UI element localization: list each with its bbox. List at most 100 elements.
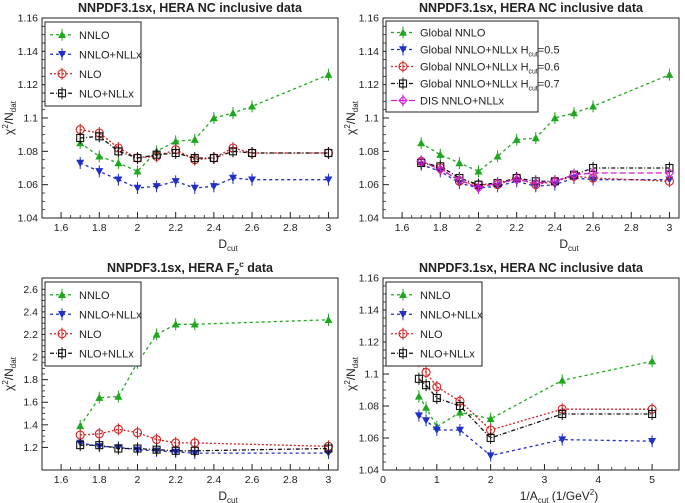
x-tick-label: 2.8 [624, 222, 639, 234]
data-point [422, 403, 431, 411]
legend-label: NLO [79, 329, 102, 341]
legend: NNLO NNLO+NLLx NLO NLO+NLLx [385, 281, 483, 367]
data-point [454, 174, 465, 185]
data-point [248, 148, 257, 158]
data-point [417, 139, 426, 147]
legend-label: Global NNLO [420, 28, 486, 40]
y-tick-label: 1.14 [18, 46, 39, 58]
x-axis-label: 1/Acut (1/GeV2) [520, 488, 599, 503]
y-tick-label: 1.16 [18, 13, 39, 25]
series-nnlo [76, 313, 333, 432]
chart-title: NNPDF3.1sx, HERA NC inclusive data [78, 1, 303, 15]
x-tick-label: 2.6 [586, 222, 601, 234]
data-point [114, 176, 123, 184]
legend-marker [398, 329, 408, 339]
chart-title: NNPDF3.1sx, HERA F2c data [107, 259, 274, 277]
series-nlo-nllx [76, 130, 333, 164]
data-point [190, 184, 199, 192]
data-point [473, 183, 484, 193]
data-point [436, 150, 445, 158]
legend-marker [58, 30, 66, 38]
x-tick-label: 3 [667, 222, 673, 234]
x-tick-label: 2 [476, 222, 482, 234]
y-tick-label: 1.12 [359, 79, 380, 91]
data-point [432, 382, 442, 392]
legend-label: NNLO+NLLx [79, 309, 142, 321]
data-point [550, 114, 559, 122]
legend-label: NLO [420, 329, 443, 341]
x-tick-label: 3 [326, 222, 332, 234]
y-tick-label: 1.12 [18, 79, 39, 91]
data-point [171, 320, 180, 328]
series-nlo-nllx [76, 439, 333, 457]
series-nlo [414, 355, 657, 436]
data-point [152, 434, 162, 445]
y-tick-label: 1.16 [359, 273, 380, 285]
x-axis-label: Dcut [218, 489, 238, 503]
data-point [422, 417, 431, 425]
data-point [512, 135, 521, 143]
data-point [492, 178, 503, 188]
y-tick-label: 1.14 [359, 305, 380, 317]
data-point [114, 392, 123, 400]
x-tick-label: 2.2 [168, 474, 183, 486]
legend-marker [398, 349, 408, 358]
x-tick-label: 1.6 [54, 474, 69, 486]
legend-label: NLO [79, 69, 102, 81]
chart-panel-4: NNPDF3.1sx, HERA NC inclusive data 0 1 2 3 4 5… [343, 261, 680, 503]
data-point [421, 367, 431, 377]
legend-marker [57, 329, 67, 339]
chart-title: NNPDF3.1sx, HERA NC inclusive data [419, 261, 644, 275]
legend-marker [398, 79, 408, 88]
legend: NNLO NNLO+NLLx NLO NLO+NLLx [44, 281, 142, 367]
data-point [209, 153, 218, 163]
y-tick-label: 1.8 [23, 374, 38, 386]
data-point [133, 167, 142, 175]
chart-panel-3: NNPDF3.1sx, HERA F2c data 1.6 1.8 2 2.2 2.4 2.… [1, 259, 339, 503]
data-point [432, 426, 441, 434]
y-tick-label: 1.06 [359, 433, 380, 445]
x-tick-label: 1 [434, 474, 440, 486]
legend-marker [57, 89, 67, 98]
y-tick-label: 1.2 [23, 442, 38, 454]
x-axis-label: Dcut [559, 237, 579, 253]
data-point [455, 426, 464, 434]
x-tick-label: 2 [135, 474, 141, 486]
data-point [588, 168, 598, 178]
x-tick-label: 2 [488, 474, 494, 486]
data-point [530, 178, 541, 188]
data-point [113, 424, 123, 434]
series-global-nnlo-nllx-h-cut-0-6 [416, 155, 675, 191]
series-line [418, 378, 653, 439]
series-line [420, 160, 670, 186]
x-tick-label: 2.4 [548, 222, 563, 234]
x-tick-label: 3 [326, 474, 332, 486]
data-point [171, 178, 180, 186]
data-point [648, 357, 657, 365]
data-point [414, 374, 423, 383]
x-tick-label: 1.8 [433, 222, 448, 234]
y-tick-label: 1.08 [18, 146, 39, 158]
series-nnlo [414, 355, 657, 433]
data-point [228, 147, 238, 156]
series-global-nnlo-nllx-h-cut-0-7 [417, 157, 674, 191]
y-tick-label: 1.14 [359, 46, 380, 58]
data-point [648, 438, 657, 446]
data-point [324, 176, 333, 184]
legend-marker [57, 349, 67, 358]
y-tick-label: 2 [32, 352, 38, 364]
x-tick-label: 5 [649, 474, 655, 486]
legend: Global NNLO Global NNLO+NLLx Hcut=0.5 Glob… [385, 20, 560, 113]
y-tick-label: 1.04 [18, 213, 39, 225]
data-point [190, 153, 199, 163]
y-axis-label: χ2/Ndat [343, 100, 360, 135]
legend-label: NLO+NLLx [79, 88, 134, 100]
y-tick-label: 1.06 [359, 179, 380, 191]
legend-marker [58, 51, 66, 59]
y-tick-label: 1.04 [359, 465, 380, 477]
data-point [324, 444, 333, 453]
data-point [95, 152, 104, 160]
legend-label: NLO+NLLx [420, 348, 475, 360]
y-tick-label: 1.1 [23, 113, 38, 125]
series-line [80, 442, 329, 454]
